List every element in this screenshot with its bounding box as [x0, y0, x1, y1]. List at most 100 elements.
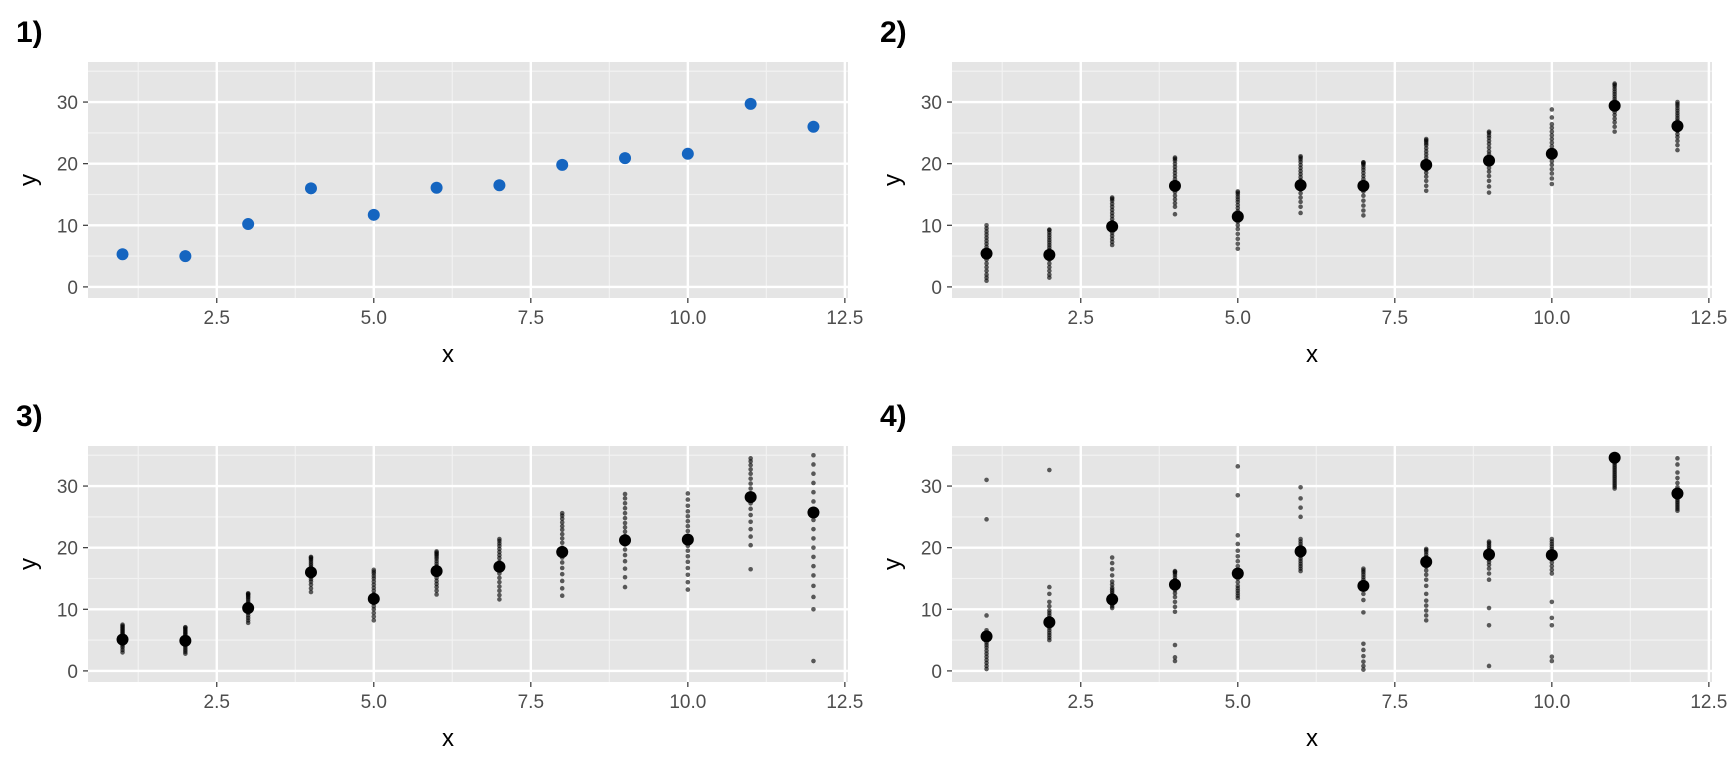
data-point: [1106, 593, 1119, 606]
sample-dot: [1109, 579, 1115, 584]
sample-dot: [748, 542, 753, 548]
y-tick-label: 10: [57, 216, 78, 237]
mean-points: [116, 97, 820, 263]
sample-dot: [1423, 188, 1429, 194]
y-tick-label: 30: [57, 477, 78, 498]
sample-dot: [1549, 567, 1555, 573]
sample-dot: [1235, 241, 1241, 247]
x-tick-label: 12.5: [826, 308, 863, 329]
sample-dot: [1675, 147, 1680, 153]
data-point: [430, 181, 443, 194]
sample-dot: [685, 579, 691, 585]
data-point: [304, 182, 317, 195]
data-point: [744, 491, 757, 504]
sample-dot: [183, 624, 188, 630]
data-point: [1483, 548, 1496, 561]
y-axis-title: y: [879, 174, 906, 186]
sample-dot: [1549, 107, 1555, 112]
mean-points: [980, 451, 1684, 643]
sample-dot: [1172, 594, 1178, 600]
sample-dot: [1486, 129, 1492, 134]
sample-dot: [1486, 184, 1492, 189]
sample-dot: [1235, 553, 1241, 559]
sample-dot: [1486, 623, 1492, 628]
sample-dot: [1172, 642, 1178, 648]
sample-dot: [245, 590, 251, 596]
sample-dot: [811, 499, 816, 504]
data-point: [1671, 120, 1684, 133]
sample-dot: [1361, 647, 1366, 653]
sample-dot: [811, 658, 816, 664]
y-axis-title: y: [15, 558, 42, 570]
sample-dot: [622, 529, 628, 534]
x-tick-label: 10.0: [669, 692, 706, 713]
sample-dot: [1486, 571, 1492, 576]
y-tick-label: 10: [921, 216, 942, 237]
sample-dot: [685, 491, 691, 496]
sample-dot: [748, 506, 753, 512]
sample-dot: [559, 571, 565, 577]
sample-dot: [984, 222, 989, 228]
data-point: [1545, 147, 1558, 160]
sample-dot: [1423, 591, 1429, 597]
panel-1: 1) 2.5 5.0 7.5 10.0 12.5 0 10 20 30 x y: [15, 16, 863, 368]
sample-dot: [984, 261, 989, 266]
sample-dot: [1423, 174, 1429, 179]
sample-dot: [1047, 227, 1052, 232]
sample-dot: [748, 512, 753, 518]
sample-dot: [1423, 136, 1429, 142]
x-tick-label: 12.5: [826, 692, 863, 713]
sample-dot: [685, 548, 691, 554]
sample-dot: [371, 610, 377, 616]
sample-dot: [1235, 558, 1241, 564]
sample-dot: [685, 518, 691, 524]
sample-dot: [1549, 658, 1555, 664]
x-tick-label: 5.0: [361, 692, 387, 713]
sample-dot: [685, 513, 691, 519]
sample-dot: [1549, 121, 1555, 127]
x-tick-label: 5.0: [1225, 308, 1251, 329]
data-point: [179, 250, 192, 263]
sample-dot: [984, 613, 989, 618]
sample-dot: [559, 593, 565, 599]
sample-dot: [308, 554, 314, 560]
sample-dot: [1423, 618, 1429, 623]
sample-dot: [1172, 568, 1178, 574]
sample-dot: [1172, 211, 1178, 217]
sample-dot: [371, 618, 377, 623]
sample-dot: [685, 497, 691, 502]
data-point: [556, 158, 569, 171]
data-point: [430, 565, 443, 578]
sample-dot: [748, 519, 753, 525]
sample-dot: [811, 554, 816, 560]
data-point: [1043, 248, 1056, 261]
sample-dot: [811, 573, 816, 578]
data-point: [1231, 210, 1244, 223]
sample-dot: [1423, 608, 1429, 613]
sample-dot: [1423, 613, 1429, 618]
sample-dot: [1172, 609, 1178, 615]
sample-dot: [748, 476, 753, 481]
sample-dot: [811, 536, 816, 541]
sample-dot: [1549, 125, 1555, 131]
sample-dot: [1612, 124, 1617, 129]
sample-dot: [120, 622, 125, 627]
sample-dot: [811, 462, 816, 467]
sample-dot: [1423, 178, 1429, 184]
sample-dot: [1486, 178, 1492, 184]
sample-dot: [1361, 667, 1366, 672]
sample-dot: [1423, 603, 1429, 608]
data-point: [744, 97, 757, 110]
sample-dot: [1172, 655, 1178, 660]
y-tick-label: 20: [57, 539, 78, 560]
sample-dot: [371, 614, 377, 619]
y-tick-label: 20: [921, 155, 942, 176]
sample-dot: [1486, 566, 1492, 571]
sample-dot: [1235, 583, 1241, 589]
sample-dot: [1298, 199, 1303, 205]
data-point: [1231, 567, 1244, 580]
sample-dot: [371, 567, 377, 573]
data-point: [242, 218, 255, 231]
sample-dot: [1047, 599, 1052, 605]
sample-dot: [559, 527, 565, 533]
